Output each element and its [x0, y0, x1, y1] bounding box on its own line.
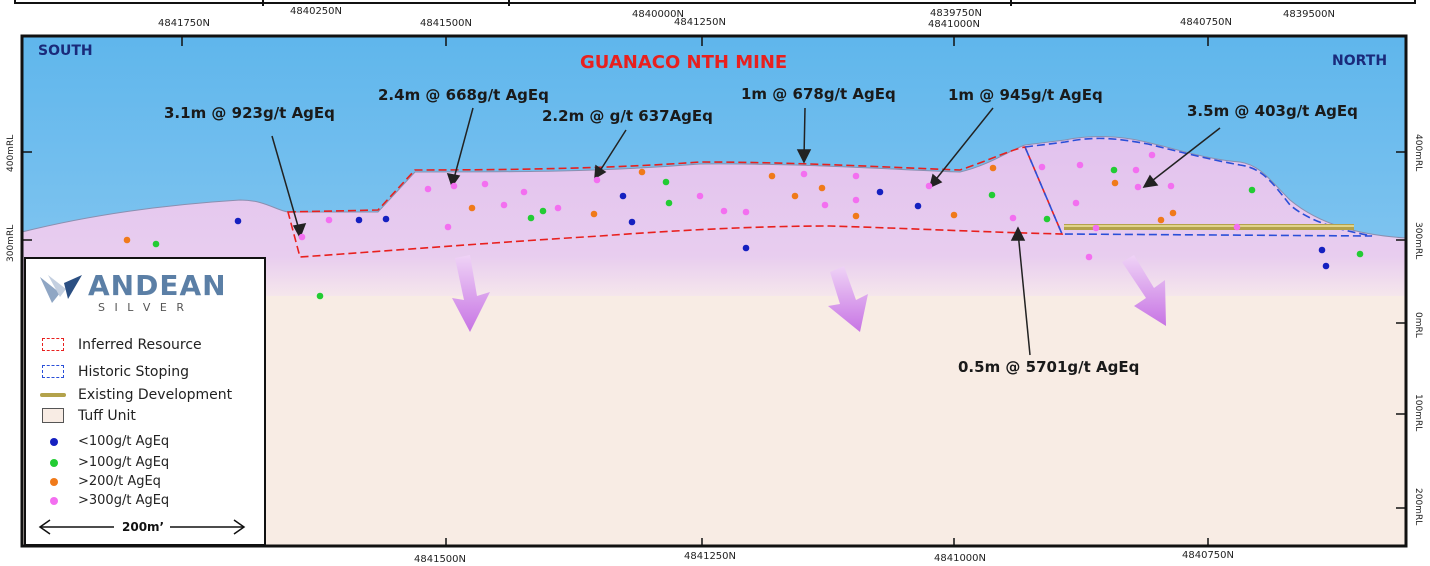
- legend-label: Tuff Unit: [78, 408, 136, 424]
- top-axis-label: 4839500N: [1283, 9, 1336, 20]
- intercept-label: 1m @ 678g/t AgEq: [741, 85, 896, 103]
- rl-right-label: 200mRL: [1413, 488, 1423, 526]
- rl-right-label: 300mRL: [1413, 222, 1423, 260]
- top-axis-label: 4839750N: [930, 8, 983, 19]
- bottom-axis-label: 4841000N: [934, 553, 987, 564]
- bottom-axis-label: 4841250N: [684, 551, 737, 562]
- blue-dashed-box-icon: [40, 364, 68, 380]
- legend-item-development: Existing Development: [40, 387, 232, 403]
- host-rock: [22, 136, 1406, 296]
- down-arrow: [828, 266, 868, 332]
- rl-right-label: 0mRL: [1413, 312, 1423, 338]
- inferred-resource-outline: [286, 146, 1064, 258]
- legend-label: Inferred Resource: [78, 337, 202, 353]
- logo-name: ANDEAN: [88, 269, 227, 302]
- legend-item-orange: >200/t AgEq: [40, 473, 161, 489]
- page-title: GUANACO NTH MINE: [580, 52, 788, 73]
- down-arrow: [1122, 255, 1166, 326]
- legend-label: >200/t AgEq: [78, 473, 161, 489]
- bottom-axis-label: 4841500N: [414, 554, 467, 565]
- north-label: NORTH: [1332, 53, 1388, 69]
- intercept-label: 0.5m @ 5701g/t AgEq: [958, 358, 1140, 376]
- section-frame: [20, 34, 1408, 548]
- frame-ticks: [22, 36, 1406, 546]
- rl-left-label: 400mRL: [6, 134, 16, 172]
- intercept-label: 1m @ 945g/t AgEq: [948, 86, 1103, 104]
- surface-line: [21, 136, 1407, 239]
- top-tick-a: [262, 0, 264, 6]
- legend-label: <100g/t AgEq: [78, 433, 170, 449]
- top-tick-b: [508, 0, 510, 6]
- blue-dot-icon: [40, 433, 68, 449]
- legend-item-green: >100g/t AgEq: [40, 454, 169, 470]
- top-axis-label: 4841250N: [674, 17, 727, 28]
- orange-dot-icon: [40, 473, 68, 489]
- rl-right-label: 100mRL: [1413, 394, 1423, 432]
- rl-left-label: 300mRL: [6, 224, 16, 262]
- pink-dot-icon: [40, 492, 68, 508]
- red-dashed-box-icon: [40, 337, 68, 353]
- south-label: SOUTH: [38, 43, 93, 59]
- drill-points: [123, 151, 1364, 300]
- rl-right-label: 400mRL: [1413, 134, 1423, 172]
- top-axis-label: 4841500N: [420, 18, 473, 29]
- top-frame-line: [14, 0, 1416, 4]
- top-axis-label: 4840000N: [632, 9, 685, 20]
- legend-label: Historic Stoping: [78, 364, 190, 380]
- intercept-label: 3.5m @ 403g/t AgEq: [1187, 102, 1358, 120]
- legend-item-blue: <100g/t AgEq: [40, 433, 169, 449]
- top-axis-label: 4840750N: [1180, 17, 1233, 28]
- scale-bar-icon: [38, 519, 246, 535]
- legend-item-pink: >300g/t AgEq: [40, 492, 169, 508]
- legend-label: >100g/t AgEq: [78, 454, 170, 470]
- logo-sub: S I L V E R: [98, 301, 187, 314]
- intercept-label: 2.4m @ 668g/t AgEq: [378, 86, 549, 104]
- top-axis-label: 4841000N: [928, 19, 981, 30]
- legend-item-tuff: Tuff Unit: [40, 408, 136, 424]
- andean-logo-icon: [40, 275, 82, 303]
- legend-item-inferred: Inferred Resource: [40, 337, 202, 353]
- down-arrow: [452, 255, 490, 332]
- legend-label: >300g/t AgEq: [78, 492, 170, 508]
- top-axis-label: 4841750N: [158, 18, 211, 29]
- legend-label: Existing Development: [78, 387, 233, 403]
- tan-box-icon: [40, 408, 68, 424]
- intercept-label: 2.2m @ g/t 637AgEq: [542, 107, 713, 125]
- scale-bar-label: 200m’: [122, 520, 165, 534]
- bottom-axis-label: 4840750N: [1182, 550, 1235, 561]
- historic-stoping-outline: [1023, 137, 1373, 237]
- intercept-label: 3.1m @ 923g/t AgEq: [164, 104, 335, 122]
- top-tick-c: [1010, 0, 1012, 6]
- existing-development-bar-edge: [1064, 225, 1354, 227]
- legend-item-stoping: Historic Stoping: [40, 364, 189, 380]
- top-axis-label: 4840250N: [290, 6, 343, 17]
- green-dot-icon: [40, 454, 68, 470]
- leader-arrows: [271, 107, 1221, 356]
- gold-bar-icon: [40, 387, 68, 403]
- legend: ANDEAN S I L V E R Inferred Resource His…: [24, 257, 266, 546]
